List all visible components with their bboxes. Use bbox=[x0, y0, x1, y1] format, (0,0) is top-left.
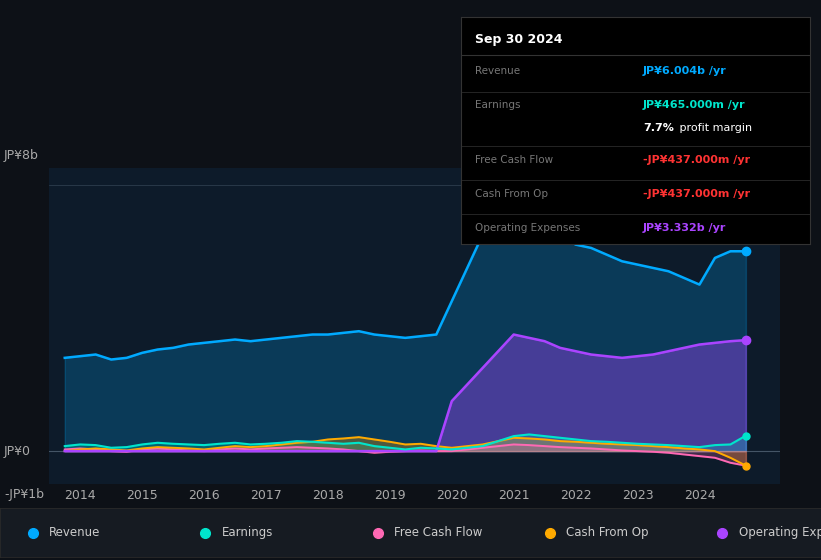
Text: 7.7%: 7.7% bbox=[643, 123, 674, 133]
Text: Revenue: Revenue bbox=[475, 66, 521, 76]
Text: Cash From Op: Cash From Op bbox=[475, 189, 548, 199]
Text: JP¥8b: JP¥8b bbox=[4, 148, 39, 162]
Text: -JP¥1b: -JP¥1b bbox=[4, 488, 44, 501]
Text: Cash From Op: Cash From Op bbox=[566, 526, 649, 539]
Text: Sep 30 2024: Sep 30 2024 bbox=[475, 32, 563, 46]
Text: -JP¥437.000m /yr: -JP¥437.000m /yr bbox=[643, 189, 750, 199]
Text: -JP¥437.000m /yr: -JP¥437.000m /yr bbox=[643, 155, 750, 165]
Text: JP¥0: JP¥0 bbox=[4, 445, 31, 458]
Text: JP¥6.004b /yr: JP¥6.004b /yr bbox=[643, 66, 727, 76]
Text: profit margin: profit margin bbox=[676, 123, 752, 133]
Text: Free Cash Flow: Free Cash Flow bbox=[475, 155, 553, 165]
Text: Operating Expenses: Operating Expenses bbox=[739, 526, 821, 539]
Text: JP¥3.332b /yr: JP¥3.332b /yr bbox=[643, 223, 727, 233]
Text: Earnings: Earnings bbox=[475, 100, 521, 110]
Text: JP¥465.000m /yr: JP¥465.000m /yr bbox=[643, 100, 745, 110]
Text: Revenue: Revenue bbox=[49, 526, 101, 539]
Text: Earnings: Earnings bbox=[222, 526, 273, 539]
Text: Operating Expenses: Operating Expenses bbox=[475, 223, 580, 233]
Text: Free Cash Flow: Free Cash Flow bbox=[394, 526, 483, 539]
